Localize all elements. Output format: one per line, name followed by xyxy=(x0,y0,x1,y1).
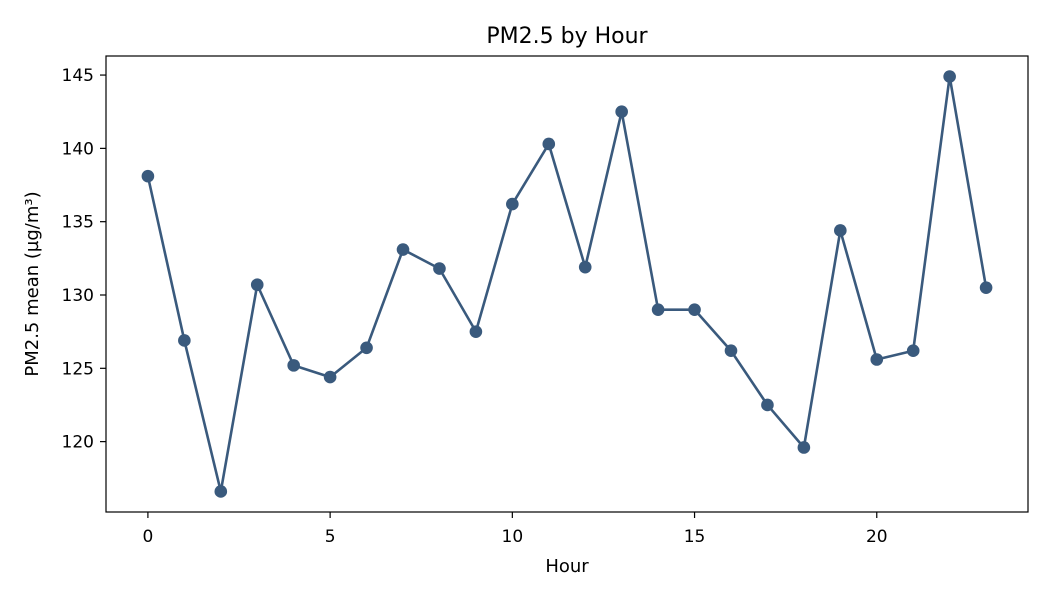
data-point xyxy=(433,262,446,275)
x-tick-label: 0 xyxy=(142,527,153,547)
data-point xyxy=(323,370,337,384)
y-tick-label: 135 xyxy=(62,213,94,233)
data-point xyxy=(870,353,884,366)
data-point xyxy=(396,243,410,256)
data-point xyxy=(834,224,847,237)
data-point xyxy=(578,260,592,274)
data-point xyxy=(506,197,519,211)
data-point xyxy=(287,359,300,372)
data-point xyxy=(615,105,628,119)
data-point xyxy=(360,341,373,355)
data-point xyxy=(688,303,701,316)
x-axis-label: Hour xyxy=(545,556,589,577)
data-point xyxy=(943,70,956,83)
data-point xyxy=(214,485,228,498)
y-tick-label: 130 xyxy=(62,286,94,306)
y-tick-label: 125 xyxy=(62,359,94,379)
y-tick-label: 140 xyxy=(62,139,94,159)
chart-title: PM2.5 by Hour xyxy=(486,24,648,49)
data-point xyxy=(178,334,191,347)
data-point xyxy=(906,344,920,358)
x-tick-label: 15 xyxy=(684,527,706,547)
x-axis: 0 5 10 15 20 xyxy=(142,512,888,547)
data-point xyxy=(542,137,556,151)
y-axis: 120 125 130 135 140 145 xyxy=(62,66,106,453)
data-point xyxy=(250,278,264,292)
plot-area xyxy=(141,70,993,498)
data-point xyxy=(469,325,483,338)
data-point xyxy=(797,441,811,454)
data-point xyxy=(724,344,738,358)
plot-frame xyxy=(105,55,1029,513)
data-point xyxy=(979,281,993,294)
x-tick-label: 20 xyxy=(866,527,888,547)
series-line xyxy=(146,75,988,493)
y-tick-label: 120 xyxy=(62,433,94,453)
data-point xyxy=(651,303,665,316)
x-tick-label: 10 xyxy=(502,527,524,547)
data-point xyxy=(141,169,155,183)
data-point xyxy=(761,398,774,412)
y-tick-label: 145 xyxy=(62,66,94,86)
x-tick-label: 5 xyxy=(325,527,336,547)
y-axis-label: PM2.5 mean (µg/m³) xyxy=(22,191,43,376)
